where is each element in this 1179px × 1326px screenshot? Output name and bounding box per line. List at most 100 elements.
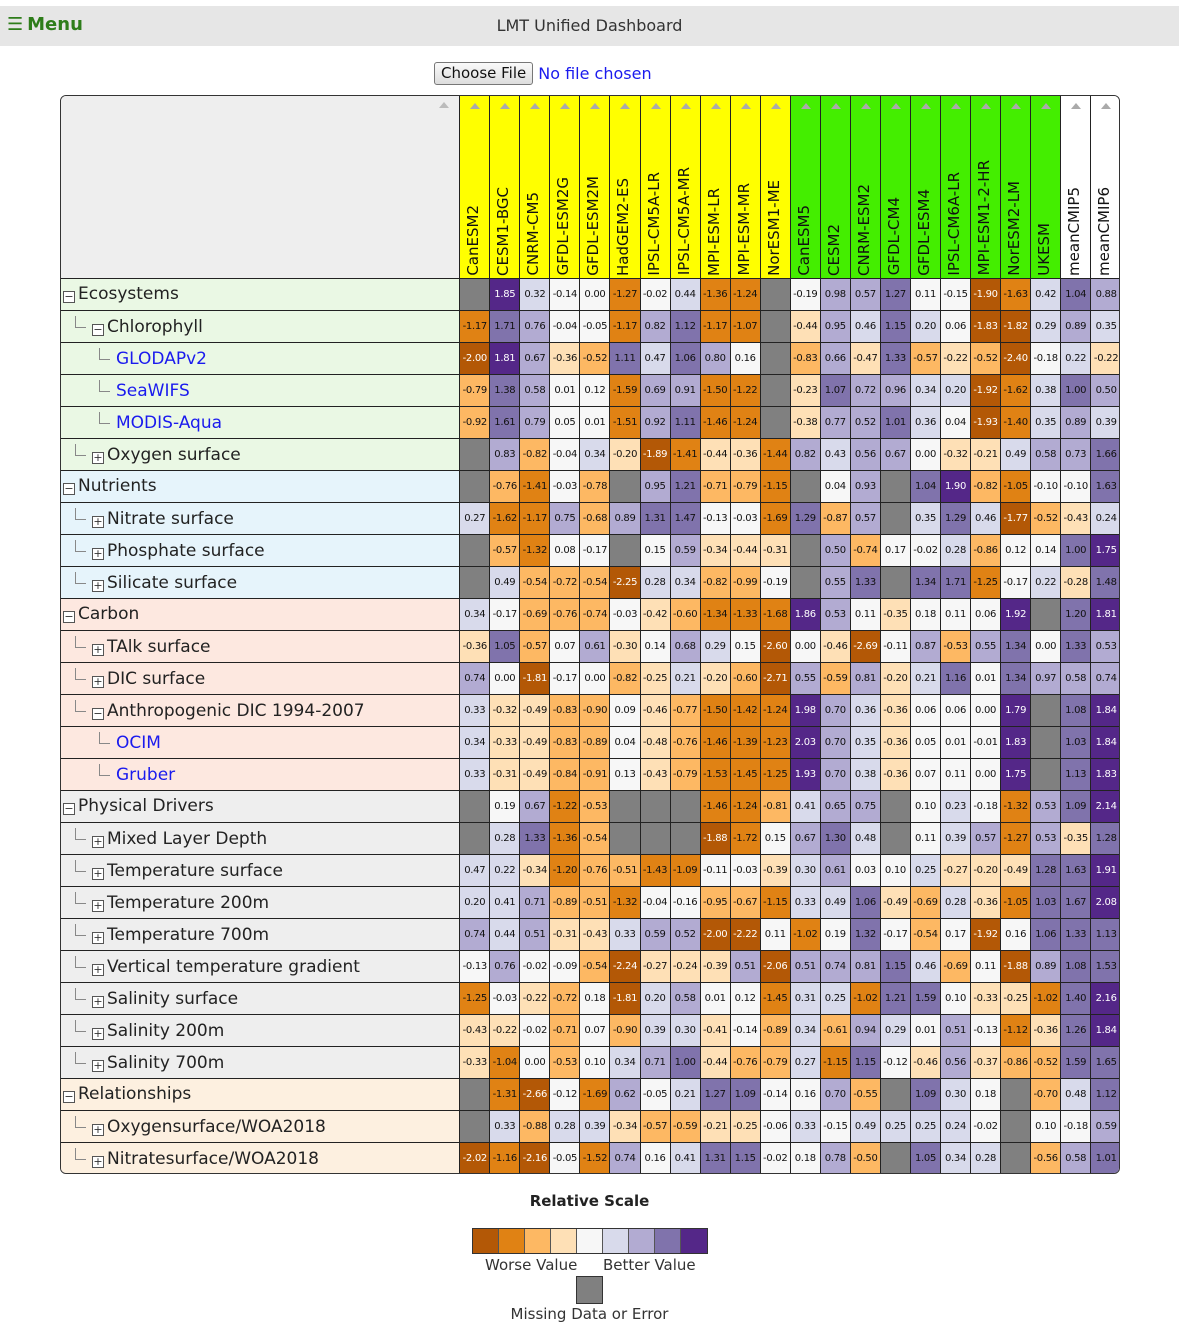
score-cell[interactable]: 0.58: [519, 373, 551, 407]
score-cell[interactable]: 0.35: [1090, 309, 1119, 343]
score-cell[interactable]: [609, 789, 641, 823]
score-cell[interactable]: 0.52: [849, 405, 881, 439]
score-cell[interactable]: 0.58: [669, 981, 701, 1015]
score-cell[interactable]: 0.00: [909, 437, 942, 471]
score-cell[interactable]: 2.14: [1090, 789, 1119, 823]
score-cell[interactable]: -0.43: [639, 757, 671, 791]
score-cell[interactable]: -0.44: [729, 533, 761, 567]
score-cell[interactable]: 0.29: [1030, 309, 1062, 343]
score-cell[interactable]: 0.79: [519, 405, 551, 439]
score-cell[interactable]: -0.54: [579, 565, 611, 599]
score-cell[interactable]: 1.71: [489, 309, 521, 343]
score-cell[interactable]: -0.14: [729, 1013, 761, 1047]
score-cell[interactable]: -0.11: [879, 629, 911, 663]
score-cell[interactable]: [609, 821, 641, 855]
collapse-icon[interactable]: −: [63, 482, 75, 495]
score-cell[interactable]: -0.46: [819, 629, 851, 663]
score-cell[interactable]: 0.81: [849, 661, 881, 695]
score-cell[interactable]: -0.52: [579, 341, 611, 375]
score-cell[interactable]: -0.30: [609, 629, 641, 663]
score-cell[interactable]: 0.34: [909, 373, 942, 407]
score-cell[interactable]: 1.31: [639, 501, 671, 535]
menu-button[interactable]: ☰ Menu: [7, 14, 83, 35]
score-cell[interactable]: -0.59: [669, 1109, 701, 1143]
score-cell[interactable]: 1.67: [1060, 885, 1092, 919]
score-cell[interactable]: -1.15: [759, 885, 791, 919]
score-cell[interactable]: -0.68: [579, 501, 611, 535]
score-cell[interactable]: -0.91: [579, 757, 611, 791]
score-cell[interactable]: 0.06: [939, 309, 972, 343]
score-cell[interactable]: [459, 565, 491, 599]
model-header[interactable]: GFDL-ESM2G: [549, 96, 581, 279]
score-cell[interactable]: 0.73: [1060, 437, 1092, 471]
score-cell[interactable]: [459, 1109, 491, 1143]
score-cell[interactable]: -0.56: [1030, 1141, 1062, 1173]
score-cell[interactable]: 0.28: [489, 821, 521, 855]
score-cell[interactable]: 0.82: [789, 437, 821, 471]
score-cell[interactable]: -0.43: [459, 1013, 491, 1047]
score-cell[interactable]: [1030, 757, 1062, 791]
score-cell[interactable]: [459, 277, 491, 311]
score-cell[interactable]: 1.33: [1060, 629, 1092, 663]
score-cell[interactable]: 0.34: [609, 1045, 641, 1079]
score-cell[interactable]: -0.81: [759, 789, 791, 823]
score-cell[interactable]: [639, 821, 671, 855]
score-cell[interactable]: 0.71: [519, 885, 551, 919]
score-cell[interactable]: 1.00: [1060, 373, 1092, 407]
score-cell[interactable]: -0.57: [489, 533, 521, 567]
score-cell[interactable]: 1.53: [1090, 949, 1119, 983]
score-cell[interactable]: 0.15: [639, 533, 671, 567]
score-cell[interactable]: 1.04: [1060, 277, 1092, 311]
score-cell[interactable]: -1.83: [970, 309, 1002, 343]
score-cell[interactable]: -2.00: [459, 341, 491, 375]
score-cell[interactable]: 0.51: [519, 917, 551, 951]
score-cell[interactable]: 0.59: [639, 917, 671, 951]
score-cell[interactable]: -1.69: [579, 1077, 611, 1111]
score-cell[interactable]: -0.71: [549, 1013, 581, 1047]
score-cell[interactable]: -0.34: [609, 1109, 641, 1143]
score-cell[interactable]: 0.11: [939, 597, 972, 631]
score-cell[interactable]: -1.50: [699, 693, 731, 727]
score-cell[interactable]: -1.53: [699, 757, 731, 791]
score-cell[interactable]: 0.48: [849, 821, 881, 855]
expand-icon[interactable]: +: [92, 546, 104, 560]
score-cell[interactable]: 1.48: [1090, 565, 1119, 599]
score-cell[interactable]: -0.17: [489, 597, 521, 631]
score-cell[interactable]: 0.41: [489, 885, 521, 919]
score-cell[interactable]: -1.45: [729, 757, 761, 791]
expand-icon[interactable]: +: [92, 450, 104, 464]
score-cell[interactable]: -0.21: [699, 1109, 731, 1143]
score-cell[interactable]: [459, 789, 491, 823]
score-cell[interactable]: 1.16: [939, 661, 972, 695]
score-cell[interactable]: -0.12: [549, 1077, 581, 1111]
score-cell[interactable]: -0.54: [579, 821, 611, 855]
score-cell[interactable]: -0.36: [879, 693, 911, 727]
score-cell[interactable]: -1.24: [729, 277, 761, 311]
score-cell[interactable]: 1.15: [879, 949, 911, 983]
collapse-icon[interactable]: −: [92, 322, 104, 336]
score-cell[interactable]: -0.82: [970, 469, 1002, 503]
score-cell[interactable]: -0.72: [549, 565, 581, 599]
score-cell[interactable]: 0.01: [970, 661, 1002, 695]
score-cell[interactable]: 1.71: [939, 565, 972, 599]
score-cell[interactable]: -2.71: [759, 661, 791, 695]
score-cell[interactable]: -1.68: [759, 597, 791, 631]
score-cell[interactable]: 0.00: [579, 277, 611, 311]
score-cell[interactable]: 1.13: [1060, 757, 1092, 791]
score-cell[interactable]: 0.34: [459, 597, 491, 631]
score-cell[interactable]: 1.06: [669, 341, 701, 375]
score-cell[interactable]: -2.25: [609, 565, 641, 599]
score-cell[interactable]: 0.33: [459, 757, 491, 791]
score-cell[interactable]: [759, 277, 791, 311]
score-cell[interactable]: -0.36: [879, 757, 911, 791]
expand-icon[interactable]: +: [92, 898, 104, 912]
collapse-icon[interactable]: −: [63, 610, 75, 623]
score-cell[interactable]: 0.06: [909, 693, 942, 727]
model-header[interactable]: meanCMIP5: [1060, 96, 1092, 279]
score-cell[interactable]: 0.56: [849, 437, 881, 471]
score-cell[interactable]: -0.69: [519, 597, 551, 631]
score-cell[interactable]: 1.27: [699, 1077, 731, 1111]
score-cell[interactable]: 0.56: [939, 1045, 972, 1079]
score-cell[interactable]: -0.03: [609, 597, 641, 631]
model-header[interactable]: CESM2: [819, 96, 851, 279]
